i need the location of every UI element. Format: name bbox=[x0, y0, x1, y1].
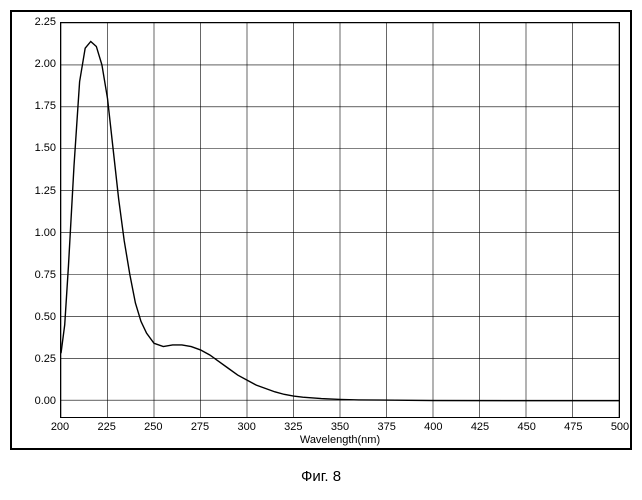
x-tick-label: 300 bbox=[235, 421, 259, 433]
x-tick-label: 400 bbox=[421, 421, 445, 433]
y-tick-label: 2.25 bbox=[16, 16, 56, 28]
x-tick-label: 200 bbox=[48, 421, 72, 433]
x-tick-label: 275 bbox=[188, 421, 212, 433]
x-tick-label: 475 bbox=[561, 421, 585, 433]
figure-caption: Фиг. 8 bbox=[0, 468, 642, 485]
y-tick-label: 0.25 bbox=[16, 353, 56, 365]
y-tick-label: 1.50 bbox=[16, 142, 56, 154]
y-tick-label: 0.75 bbox=[16, 269, 56, 281]
figure: 0.00 0.25 0.50 0.75 1.00 1.25 1.50 1.75 2.00 2.25… bbox=[0, 0, 642, 500]
x-axis-label: Wavelength(nm) bbox=[280, 434, 400, 446]
y-tick-label: 1.75 bbox=[16, 100, 56, 112]
x-tick-label: 250 bbox=[141, 421, 165, 433]
y-tick-label: 1.25 bbox=[16, 185, 56, 197]
grid bbox=[61, 23, 619, 417]
x-tick-label: 500 bbox=[608, 421, 632, 433]
y-tick-label: 2.00 bbox=[16, 58, 56, 70]
y-tick-label: 0.50 bbox=[16, 311, 56, 323]
x-tick-label: 350 bbox=[328, 421, 352, 433]
x-tick-label: 325 bbox=[281, 421, 305, 433]
plot-svg bbox=[61, 23, 619, 417]
x-tick-label: 450 bbox=[515, 421, 539, 433]
x-tick-label: 375 bbox=[375, 421, 399, 433]
y-tick-label: 0.00 bbox=[16, 395, 56, 407]
y-tick-label: 1.00 bbox=[16, 227, 56, 239]
x-tick-label: 425 bbox=[468, 421, 492, 433]
x-tick-label: 225 bbox=[95, 421, 119, 433]
plot-area bbox=[60, 22, 620, 418]
